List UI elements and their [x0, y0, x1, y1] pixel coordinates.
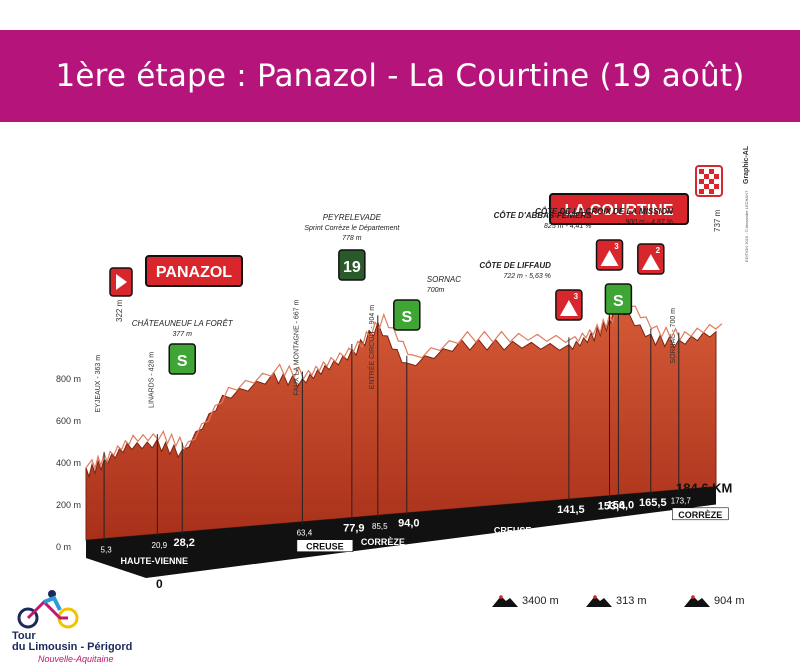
start-altitude: 322 m — [115, 299, 124, 322]
checkered-square — [714, 174, 719, 179]
title-banner: 1ère étape : Panazol - La Courtine (19 a… — [0, 30, 800, 122]
checkered-square — [709, 169, 714, 174]
km-marker-label: 20,9 — [152, 541, 168, 550]
sprint-badge-label: 19 — [343, 259, 361, 276]
place-label: SORNAC - 700 m — [670, 308, 677, 364]
logo-line-3: Nouvelle-Aquitaine — [38, 654, 114, 664]
finish-name: LA COURTINE — [565, 202, 674, 219]
checkered-square — [709, 179, 714, 184]
mountain-icon — [641, 254, 660, 270]
km-marker-label: 156,0 — [607, 500, 635, 512]
sprint-detail: 700m — [427, 287, 445, 294]
climb-category: 2 — [656, 246, 661, 255]
department-label: HAUTE-VIENNE — [120, 556, 188, 566]
legend-value: 3400 m — [522, 595, 559, 607]
credit-edition: EDITION 2015 - © Alexandre LECHANT — [744, 190, 749, 262]
sprint-detail: Sprint Corrèze le Département — [304, 225, 400, 232]
sprint-badge — [604, 283, 633, 315]
climb-detail: 825 m - 4,41 % — [544, 223, 591, 230]
start-name: PANAZOL — [156, 264, 232, 281]
place-label: FAUX LA MONTAGNE - 667 m — [293, 299, 300, 395]
km-marker-label: 141,5 — [557, 504, 585, 516]
y-tick-label: 200 m — [56, 500, 81, 510]
sprint-detail-2: 778 m — [342, 235, 362, 242]
place-label: EYJEAUX - 363 m — [95, 355, 102, 413]
page-title: 1ère étape : Panazol - La Courtine (19 a… — [55, 58, 745, 94]
checkered-square — [699, 169, 704, 174]
km-marker-label: 94,0 — [398, 518, 419, 530]
legend-value: 313 m — [616, 595, 647, 607]
finish-altitude: 737 m — [713, 209, 722, 232]
start-km-label: 0 — [156, 577, 163, 591]
logo-line-1: Tour — [12, 630, 36, 642]
km-marker-label: 173,7 — [671, 497, 692, 506]
legend-value: 904 m — [714, 595, 745, 607]
profile-base-band — [86, 486, 716, 578]
logo-line-2: du Limousin - Périgord — [12, 641, 133, 653]
sprint-badge-label: S — [401, 309, 412, 326]
legend-item-2: 313 m — [586, 594, 647, 608]
km-marker-label: 85,5 — [372, 522, 388, 531]
finish-name-box — [549, 193, 689, 225]
km-marker-label: 5,3 — [101, 545, 113, 554]
place-label: LINARDS - 428 m — [148, 352, 155, 408]
km-marker-label: 63,4 — [297, 529, 313, 538]
km-marker-label: 153,4 — [598, 501, 626, 513]
mountain-icon — [586, 595, 612, 607]
department-label: CORRÈZE — [678, 510, 722, 520]
sprint-name: PEYRELEVADE — [323, 213, 382, 222]
y-tick-label: 400 m — [56, 458, 81, 468]
km-marker-label: 28,2 — [174, 537, 195, 549]
department-label: CORRÈZE — [361, 537, 405, 547]
sprint-badge — [338, 249, 366, 281]
checkered-square — [704, 174, 709, 179]
sprint-badge-label: S — [177, 353, 188, 370]
y-tick-label: 800 m — [56, 374, 81, 384]
play-icon — [116, 274, 127, 290]
department-label: CREUSE — [306, 542, 344, 552]
tour-logo — [17, 590, 79, 629]
legend-item-3: 904 m — [684, 594, 745, 608]
climb-category: 3 — [614, 242, 619, 251]
department-box — [672, 507, 729, 521]
climb-name: CÔTE D'ABBAS-FÉNIERS — [494, 211, 593, 220]
start-name-box — [145, 255, 243, 287]
climb-category: 3 — [574, 292, 579, 301]
y-tick-label: 600 m — [56, 416, 81, 426]
mountain-icon — [559, 300, 578, 316]
climb-detail: 900 m - 4,87 % — [625, 219, 672, 226]
mountain-icon — [600, 250, 619, 266]
sprint-badge — [168, 343, 196, 375]
y-tick-label: 0 m — [56, 542, 71, 552]
checkered-square — [714, 184, 719, 189]
mountain-icon — [684, 595, 710, 607]
stage-profile-chart: 800 m 600 m 400 m 200 m 0 m 5,3 20,9 28,2 63,4 77… — [56, 145, 750, 591]
sprint-name: CHÂTEAUNEUF LA FORÊT — [132, 319, 234, 328]
credit-graphic: Graphic-AL — [743, 145, 750, 184]
place-label: ENTRÉE CIRCUIT - 904 m — [367, 305, 376, 389]
checkered-square — [699, 179, 704, 184]
department-label: CREUSE — [494, 526, 532, 536]
legend-item-1: 3400 m — [492, 594, 559, 608]
mountain-icon — [492, 595, 518, 607]
finish-km-label: 184,6 KM — [676, 480, 732, 495]
department-box — [296, 539, 354, 552]
km-marker-label: 165,5 — [639, 497, 667, 509]
checkered-square — [704, 184, 709, 189]
climb-name: CÔTE DE LIFFAUD — [479, 261, 551, 270]
climb-detail: 722 m - 5,63 % — [503, 273, 550, 280]
sprint-badge-label: S — [613, 293, 624, 310]
checkered-square — [709, 189, 714, 194]
sprint-detail: 377 m — [173, 331, 193, 338]
climb-name: CÔTE DE LA CROIX DE LA MISSION — [535, 207, 673, 216]
sprint-badge — [393, 299, 421, 331]
sprint-name: SORNAC — [427, 275, 461, 284]
km-marker-label: 77,9 — [343, 522, 364, 534]
checkered-square — [699, 189, 704, 194]
